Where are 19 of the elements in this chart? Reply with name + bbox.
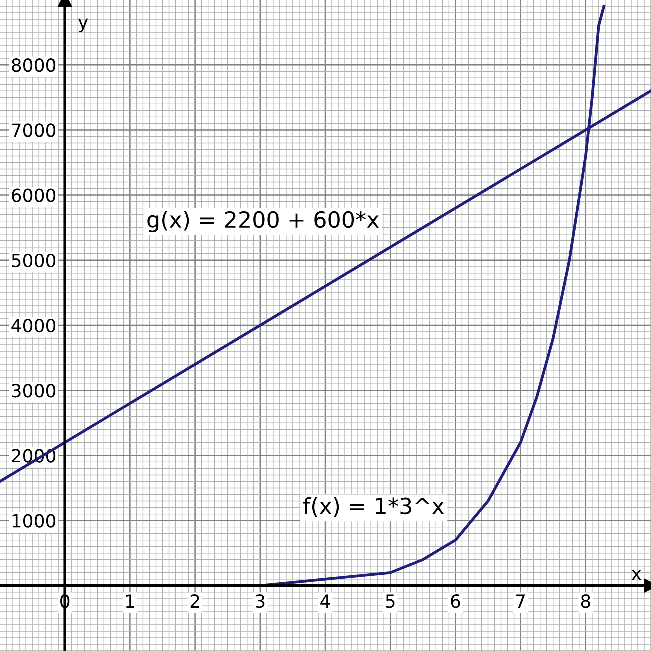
x-tick-label: 3 xyxy=(256,594,265,608)
annotation: f(x) = 1*3^x xyxy=(303,497,444,518)
y-tick-label: 5000 xyxy=(12,254,56,268)
y-tick-label: 6000 xyxy=(12,188,56,202)
x-axis-title: x xyxy=(632,570,642,580)
y-tick-label: 4000 xyxy=(12,318,56,333)
x-tick-label: 2 xyxy=(190,594,200,608)
x-tick-label: 8 xyxy=(581,594,590,608)
y-tick-label: 1000 xyxy=(12,514,56,528)
y-tick-label: 8000 xyxy=(12,58,56,72)
x-tick-label: 1 xyxy=(126,594,134,608)
y-tick-label: 3000 xyxy=(12,384,56,398)
x-tick-label: 4 xyxy=(320,594,330,608)
y-axis-title: y xyxy=(78,18,88,33)
x-tick-label: 7 xyxy=(516,594,525,608)
annotation: g(x) = 2200 + 600*x xyxy=(148,210,380,232)
x-tick-label: 6 xyxy=(451,594,460,608)
y-tick-label: 7000 xyxy=(12,124,56,138)
x-tick-label: 5 xyxy=(386,594,395,608)
